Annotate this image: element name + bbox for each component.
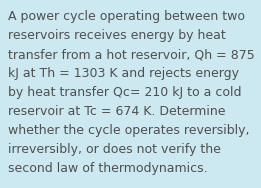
Text: irreversibly, or does not verify the: irreversibly, or does not verify the — [8, 143, 221, 156]
Text: kJ at Th = 1303 K and rejects energy: kJ at Th = 1303 K and rejects energy — [8, 67, 239, 80]
Text: transfer from a hot reservoir, Qh = 875: transfer from a hot reservoir, Qh = 875 — [8, 48, 255, 61]
Text: whether the cycle operates reversibly,: whether the cycle operates reversibly, — [8, 124, 250, 137]
Text: reservoir at Tc = 674 K. Determine: reservoir at Tc = 674 K. Determine — [8, 105, 226, 118]
Text: by heat transfer Qc= 210 kJ to a cold: by heat transfer Qc= 210 kJ to a cold — [8, 86, 241, 99]
Text: reservoirs receives energy by heat: reservoirs receives energy by heat — [8, 29, 226, 42]
Text: A power cycle operating between two: A power cycle operating between two — [8, 10, 245, 23]
Text: second law of thermodynamics.: second law of thermodynamics. — [8, 162, 207, 175]
